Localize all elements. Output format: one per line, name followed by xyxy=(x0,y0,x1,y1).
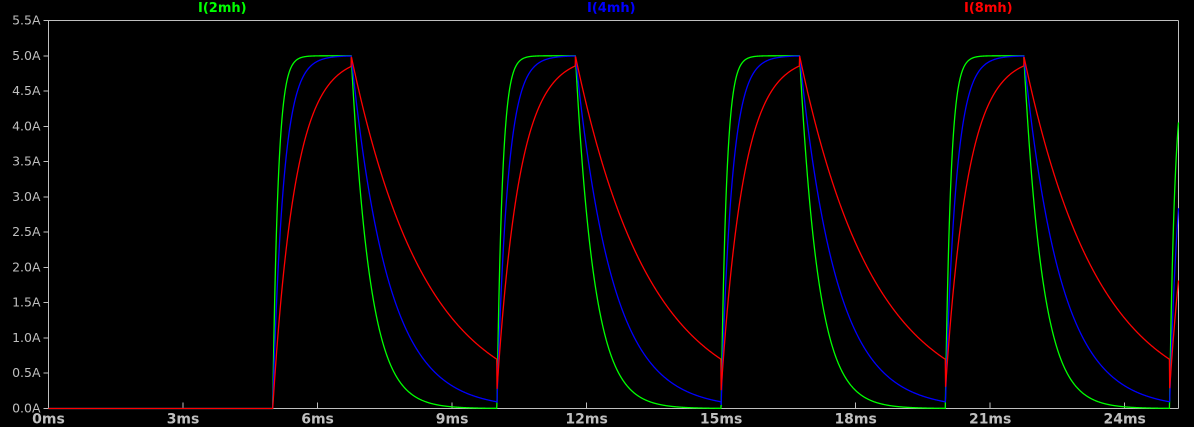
y-tick-label: 5.5A xyxy=(12,13,41,28)
y-tick-label: 0.0A xyxy=(12,401,41,416)
y-tick-label: 4.5A xyxy=(12,83,41,98)
x-tick-label: 15ms xyxy=(700,412,742,427)
y-tick-label: 3.0A xyxy=(12,189,41,204)
x-tick-label: 0ms xyxy=(32,412,65,427)
y-tick-label: 2.5A xyxy=(12,224,41,239)
x-tick-label: 9ms xyxy=(436,412,469,427)
y-tick-label: 3.5A xyxy=(12,154,41,169)
legend-i-2mh[interactable]: I(2mh) xyxy=(198,1,247,16)
x-tick-label: 6ms xyxy=(301,412,334,427)
x-tick-label: 21ms xyxy=(969,412,1011,427)
y-tick-label: 1.5A xyxy=(12,295,41,310)
legend-i-4mh[interactable]: I(4mh) xyxy=(587,1,636,16)
y-tick-label: 1.0A xyxy=(12,330,41,345)
x-tick-label: 12ms xyxy=(565,412,607,427)
y-tick-label: 4.0A xyxy=(12,118,41,133)
y-tick-label: 2.0A xyxy=(12,259,41,274)
trace-i8mh xyxy=(48,55,1180,410)
y-axis-tick-group: 0.0A 0.5A 1.0A 1.5A 2.0A 2.5A 3.0A 3.5A 4.0A 4.5A… xyxy=(12,13,49,416)
y-tick-label: 5.0A xyxy=(12,48,41,63)
trace-i2mh xyxy=(48,55,1180,410)
legend-i-8mh[interactable]: I(8mh) xyxy=(964,1,1013,16)
y-tick-label: 0.5A xyxy=(12,365,41,380)
x-axis-tick-group: 0ms 3ms 6ms 9ms 12ms 15ms 18ms 21ms 24ms xyxy=(32,402,1146,427)
trace-group xyxy=(48,55,1180,410)
x-tick-label: 3ms xyxy=(167,412,200,427)
x-tick-label: 24ms xyxy=(1103,412,1145,427)
x-tick-label: 18ms xyxy=(834,412,876,427)
trace-i4mh xyxy=(48,55,1180,410)
